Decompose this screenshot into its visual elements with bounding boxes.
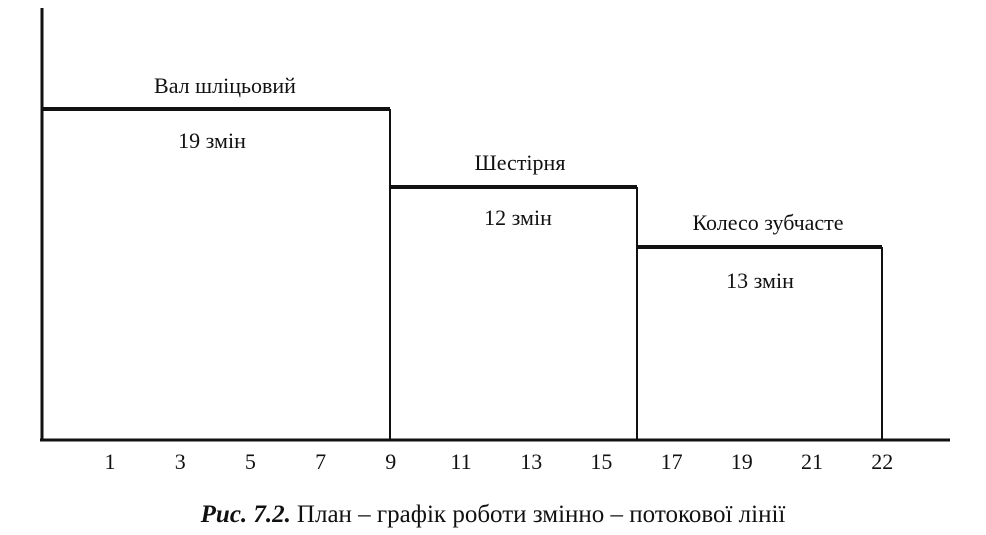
caption: Рис. 7.2. План – графік роботи змінно – п…: [200, 501, 786, 528]
block-name: Вал шліцьовий: [154, 73, 296, 98]
block-label: 13 змін: [726, 268, 794, 293]
x-label: 9: [385, 449, 396, 474]
x-label: 7: [315, 449, 326, 474]
block-name: Шестірня: [475, 150, 566, 175]
x-label: 5: [245, 449, 256, 474]
x-label: 1: [105, 449, 116, 474]
x-label: 13: [520, 449, 542, 474]
x-label: 15: [590, 449, 612, 474]
x-label: 17: [661, 449, 683, 474]
x-label: 22: [871, 449, 893, 474]
x-label: 21: [801, 449, 823, 474]
block-label: 19 змін: [178, 128, 246, 153]
x-label: 11: [450, 449, 471, 474]
caption-figure: Рис. 7.2.: [200, 501, 291, 528]
caption-text: План – графік роботи змінно – потокової …: [297, 501, 785, 528]
block-label: 12 змін: [484, 205, 552, 230]
block-name: Колесо зубчасте: [692, 210, 843, 235]
x-label: 19: [731, 449, 753, 474]
x-label: 3: [175, 449, 186, 474]
